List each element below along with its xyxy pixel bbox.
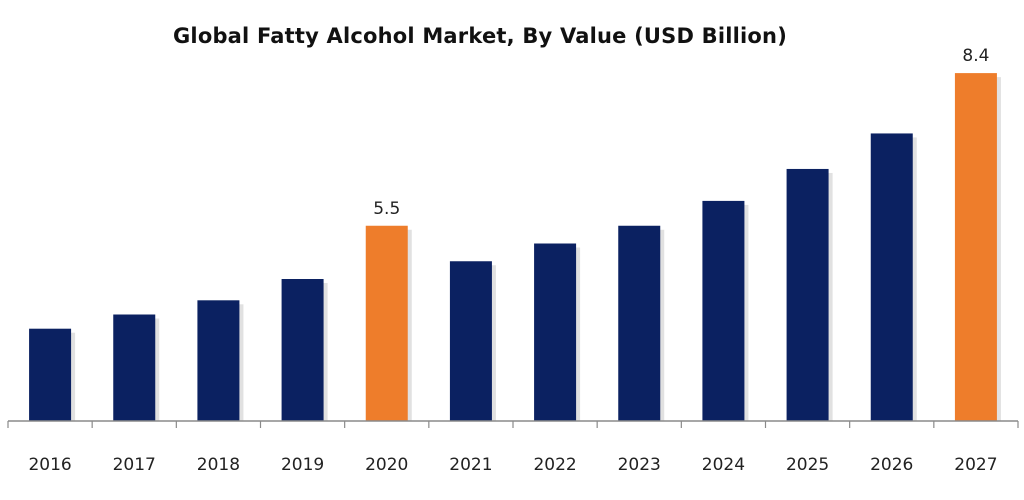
labels-layer: 2016 2017 2018 2019 2020 5.5 2021 2022 2023 2024 2…: [28, 46, 997, 475]
x-tick-label-2017: 2017: [113, 455, 156, 475]
bar-2017: [113, 314, 156, 421]
x-tick-label-2016: 2016: [28, 455, 71, 475]
data-label-2020: 5.5: [373, 199, 400, 219]
x-tick-label-2023: 2023: [618, 455, 661, 475]
bar-2019: [281, 279, 324, 421]
x-axis: [7, 420, 1019, 428]
bar-2027: [954, 73, 997, 421]
x-tick-label-2021: 2021: [449, 455, 492, 475]
x-tick-label-2018: 2018: [197, 455, 240, 475]
x-tick-label-2025: 2025: [786, 455, 829, 475]
bar-2020: [365, 225, 408, 421]
x-tick-label-2024: 2024: [702, 455, 745, 475]
x-tick-label-2022: 2022: [533, 455, 576, 475]
x-tick-label-2019: 2019: [281, 455, 324, 475]
bar-2025: [786, 168, 829, 421]
bar-2024: [702, 200, 745, 421]
bar-2018: [197, 300, 240, 421]
x-tick-label-2020: 2020: [365, 455, 408, 475]
bar-2016: [29, 328, 72, 421]
x-tick-label-2027: 2027: [954, 455, 997, 475]
x-tick-label-2026: 2026: [870, 455, 913, 475]
chart-title: Global Fatty Alcohol Market, By Value (U…: [172, 24, 788, 48]
bars-layer: [29, 73, 1001, 421]
data-label-2027: 8.4: [962, 46, 989, 66]
bar-2026: [870, 133, 913, 421]
bar-2023: [618, 225, 661, 421]
bar-2021: [449, 261, 492, 421]
bar-2022: [534, 243, 577, 421]
